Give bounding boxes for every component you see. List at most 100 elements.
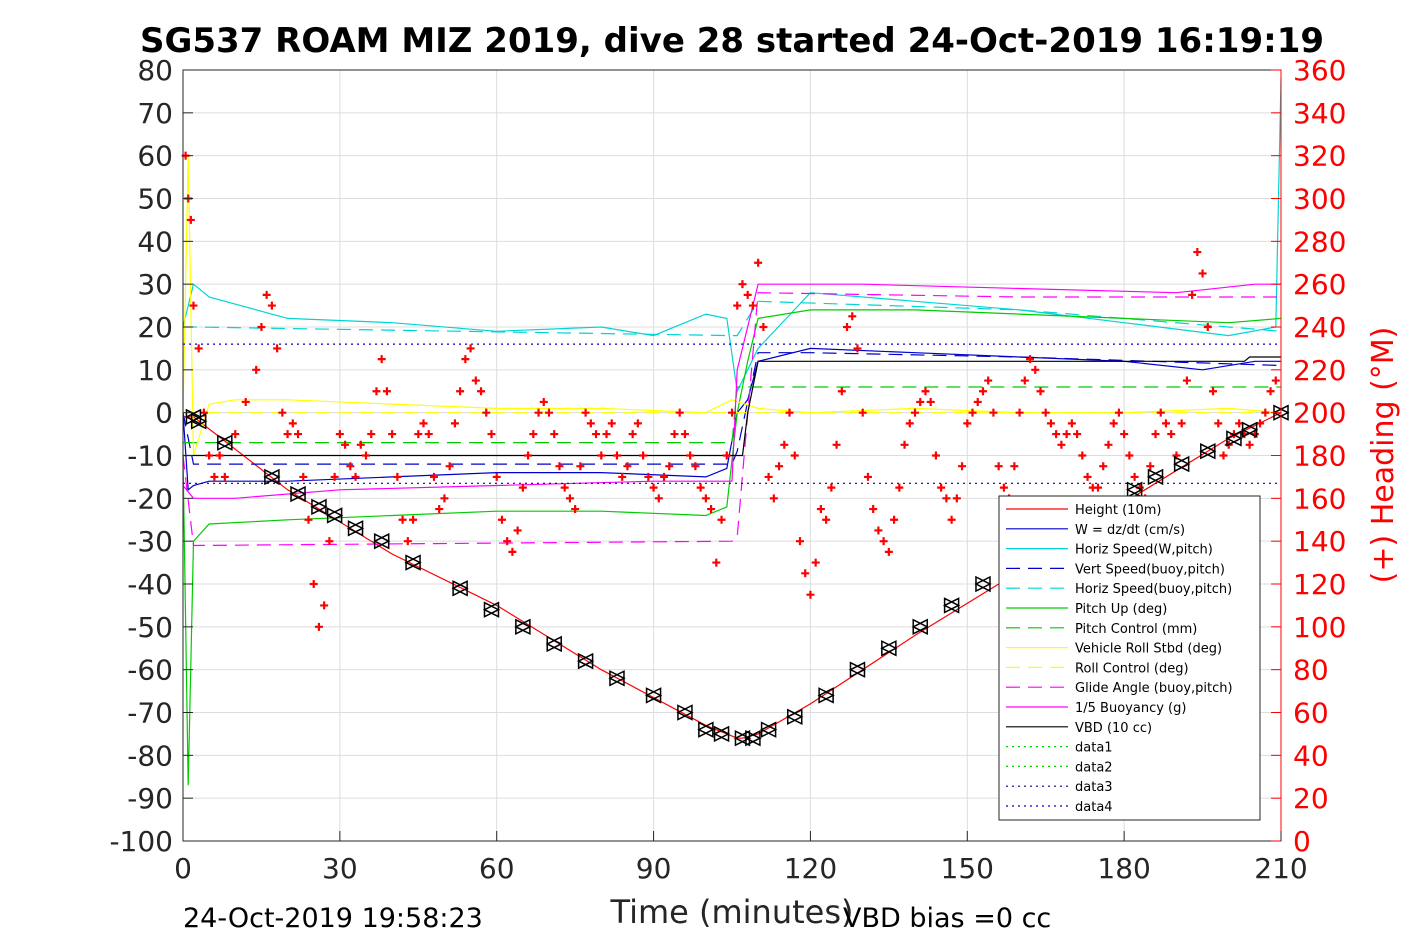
- series-line-pitch-up-deg: [182, 309, 1282, 786]
- heading-point: [728, 408, 736, 417]
- heading-point: [529, 430, 538, 439]
- vbd-marker-left: [733, 729, 751, 747]
- heading-point: [539, 397, 548, 406]
- legend-label: Height (10m): [1075, 503, 1161, 518]
- legend-items: Height (10m) W = dz/dt (cm/s) Horiz Speed(…: [1006, 503, 1233, 815]
- x-axis-label: Time (minutes): [610, 893, 854, 931]
- heading-point: [916, 397, 925, 406]
- heading-point: [1057, 440, 1066, 449]
- heading-point: [1167, 430, 1176, 439]
- heading-point: [832, 440, 841, 449]
- heading-point: [186, 215, 195, 224]
- heading-point: [1271, 376, 1280, 385]
- heading-point: [419, 419, 428, 428]
- heading-point: [367, 430, 376, 439]
- heading-point: [733, 301, 742, 310]
- left-tick-label: -50: [127, 611, 173, 644]
- heading-point: [461, 355, 470, 364]
- left-tick-label: 30: [137, 268, 173, 301]
- vbd-marker-left: [911, 618, 928, 636]
- heading-point: [607, 419, 616, 428]
- heading-point: [508, 547, 517, 556]
- series-line-horiz-speed-w-pitch: [182, 78, 1282, 394]
- series-line-vbd-10-cc: [183, 356, 1281, 457]
- left-tick-label: 20: [137, 311, 173, 344]
- heading-point: [952, 494, 961, 503]
- heading-point: [267, 301, 276, 310]
- legend-label: Horiz Speed(buoy,pitch): [1075, 582, 1232, 597]
- heading-point: [984, 376, 993, 385]
- series-line-1-5-buoyancy-g: [182, 283, 1281, 499]
- heading-point: [210, 472, 219, 481]
- heading-point: [351, 472, 360, 481]
- heading-point: [518, 483, 527, 492]
- heading-point: [618, 472, 627, 481]
- heading-point: [262, 290, 271, 299]
- left-tick-label: -30: [127, 525, 173, 558]
- vbd-marker-left: [848, 661, 866, 678]
- vbd-marker-left: [325, 507, 343, 524]
- heading-point: [1125, 451, 1134, 460]
- heading-point: [477, 387, 486, 396]
- heading-point: [388, 430, 397, 439]
- heading-point: [931, 451, 940, 460]
- heading-point: [921, 387, 930, 396]
- legend-label: Vehicle Roll Stbd (deg): [1075, 642, 1222, 657]
- legend-label: Horiz Speed(W,pitch): [1075, 543, 1213, 558]
- heading-point: [372, 387, 381, 396]
- heading-point: [1031, 365, 1040, 374]
- heading-point: [775, 462, 784, 471]
- heading-point: [524, 451, 533, 460]
- heading-point: [325, 537, 334, 546]
- heading-point: [858, 408, 867, 417]
- heading-point: [754, 258, 763, 267]
- vbd-marker-left: [712, 725, 730, 743]
- legend-label: data3: [1075, 780, 1113, 795]
- legend-label: Glide Angle (buoy,pitch): [1075, 681, 1233, 696]
- heading-point: [560, 483, 569, 492]
- heading-point: [874, 526, 883, 535]
- heading-point: [712, 558, 721, 567]
- right-tick-label: 60: [1293, 697, 1329, 730]
- heading-point: [785, 408, 794, 417]
- left-tick-label: -80: [127, 739, 173, 772]
- heading-point: [1182, 376, 1191, 385]
- vbd-marker-left: [373, 532, 390, 550]
- right-axis: 0 20 40 60 80 100 120 140 160 180 200 220 240 260 280 3…: [1271, 54, 1346, 858]
- heading-point: [1130, 472, 1139, 481]
- heading-point: [942, 494, 951, 503]
- legend: Height (10m) W = dz/dt (cm/s) Horiz Speed(…: [998, 495, 1261, 821]
- heading-point: [487, 430, 496, 439]
- legend-label: Pitch Up (deg): [1075, 602, 1167, 617]
- heading-point: [565, 494, 574, 503]
- heading-point: [288, 419, 297, 428]
- right-tick-label: 120: [1293, 568, 1346, 601]
- heading-point: [440, 494, 449, 503]
- x-tick-label: 90: [636, 852, 672, 885]
- heading-point: [895, 483, 904, 492]
- heading-point: [1203, 323, 1212, 331]
- heading-point: [1245, 440, 1254, 449]
- series-line-horiz-speed-buoy-pitch: [183, 300, 1282, 337]
- heading-point: [780, 440, 789, 449]
- heading-point: [320, 601, 329, 610]
- heading-point: [382, 387, 391, 396]
- heading-point: [853, 344, 862, 353]
- heading-point: [973, 397, 982, 406]
- vbd-marker-left: [676, 704, 693, 721]
- heading-point: [900, 440, 909, 449]
- heading-point: [414, 430, 423, 439]
- left-tick-label: 60: [137, 140, 173, 173]
- left-tick-label: -60: [127, 654, 173, 687]
- heading-point: [1020, 376, 1029, 385]
- heading-point: [362, 451, 370, 460]
- heading-point: [450, 419, 459, 428]
- right-tick-label: 240: [1293, 311, 1346, 344]
- heading-point: [1083, 472, 1092, 481]
- legend-label: VBD (10 cc): [1075, 721, 1152, 736]
- right-tick-label: 180: [1293, 440, 1346, 473]
- heading-point: [769, 494, 778, 503]
- heading-point: [1062, 430, 1071, 439]
- right-tick-label: 20: [1293, 782, 1329, 815]
